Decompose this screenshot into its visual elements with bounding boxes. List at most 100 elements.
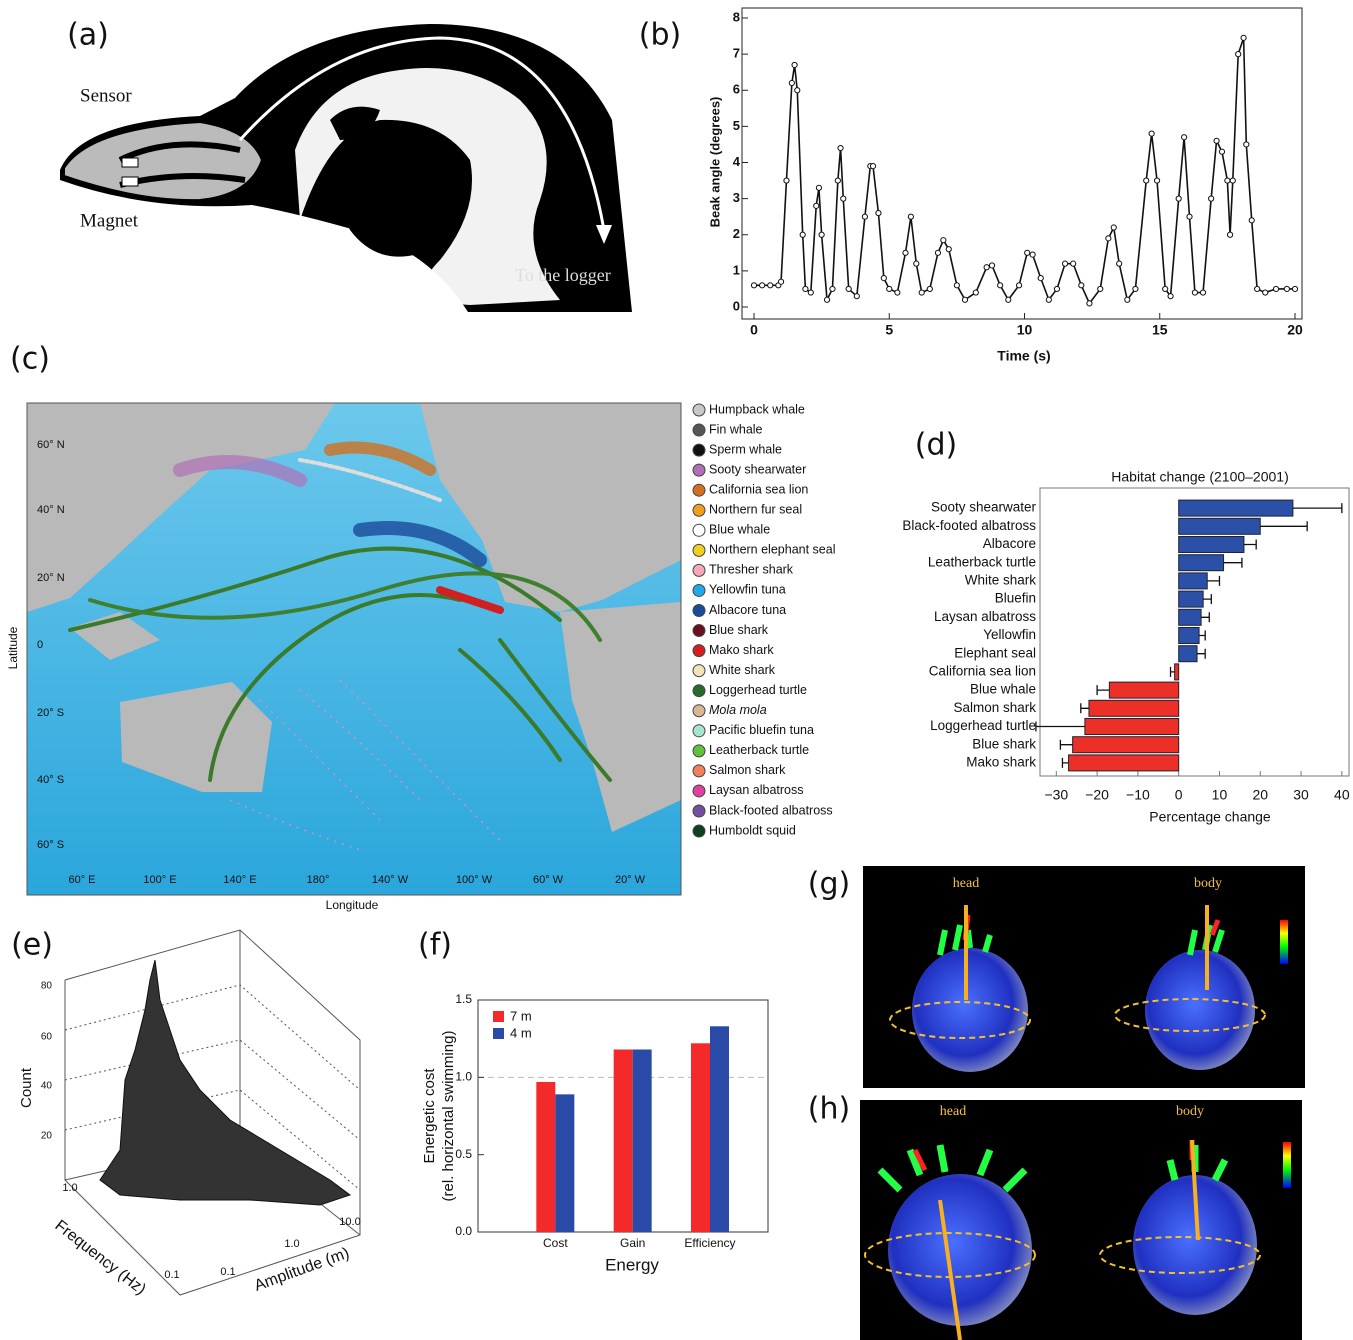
category-label: Mako shark — [966, 754, 1036, 769]
legend-swatch — [692, 583, 706, 597]
bar — [1178, 608, 1202, 626]
bar — [1174, 663, 1180, 681]
histogram-3d — [64, 929, 361, 1296]
legend-swatch — [692, 664, 706, 678]
data-point — [1226, 231, 1234, 238]
data-point — [1061, 260, 1069, 267]
lon-label: 140° E — [223, 874, 256, 886]
data-point — [1015, 282, 1023, 289]
data-point — [1078, 282, 1085, 289]
chart-title: Habitat change (2100–2001) — [1111, 469, 1288, 485]
tick-label: 0.1 — [164, 1269, 179, 1281]
legend-swatch — [692, 563, 706, 577]
legend-swatch — [692, 604, 706, 617]
y-tick-label: 2 — [733, 226, 740, 241]
category-label: California sea lion — [929, 663, 1036, 678]
tick-label: 20 — [41, 1131, 53, 1142]
legend-swatch — [692, 403, 706, 417]
bar — [1088, 699, 1180, 717]
legend-swatch — [692, 483, 706, 497]
y-tick-label: 4 — [733, 154, 741, 169]
error-bar — [1035, 721, 1085, 732]
data-point — [875, 209, 882, 217]
data-point — [1045, 296, 1052, 303]
data-point — [886, 285, 893, 293]
legend-label: Blue shark — [709, 623, 769, 637]
tick-label: 10.0 — [339, 1216, 360, 1228]
x-tick-label: 40 — [1334, 787, 1350, 803]
data-line — [754, 37, 1295, 305]
x-tick-label: 20 — [1252, 787, 1268, 803]
x-tick-label: Cost — [543, 1236, 568, 1250]
bar — [555, 1094, 575, 1232]
tick-label: 40 — [41, 1081, 53, 1092]
legend-label: Leatherback turtle — [709, 743, 809, 757]
x-tick-label: −10 — [1126, 787, 1150, 803]
data-point — [807, 289, 814, 296]
legend-label: Northern elephant seal — [709, 543, 835, 557]
render-label: body — [1176, 1104, 1204, 1119]
legend-swatch — [493, 1011, 504, 1022]
data-point — [1037, 275, 1044, 282]
x-tick-label: −30 — [1044, 787, 1068, 803]
x-tick-label: Efficiency — [684, 1236, 735, 1250]
legend-label: Humboldt squid — [709, 823, 796, 837]
data-point — [1186, 213, 1193, 220]
panel-label: (h) — [808, 1092, 850, 1127]
data-point — [1191, 289, 1199, 296]
error-bar — [1201, 612, 1210, 623]
y-tick-label: 5 — [733, 118, 740, 133]
y-tick-label: 8 — [733, 9, 740, 24]
data-point — [823, 296, 831, 303]
data-point — [829, 285, 836, 293]
x-tick-label: 30 — [1293, 787, 1309, 803]
data-point — [1105, 235, 1112, 242]
data-point — [1162, 285, 1169, 293]
diagram-label: Magnet — [80, 210, 139, 231]
lon-label: 20° W — [615, 874, 646, 886]
tick-label: 1.0 — [62, 1182, 77, 1194]
legend-swatch — [692, 523, 706, 537]
lat-label: 20° S — [37, 707, 64, 719]
bar — [1178, 517, 1261, 535]
legend-label: Laysan albatross — [709, 783, 804, 797]
data-point — [845, 285, 852, 293]
data-point — [961, 296, 969, 303]
bar — [1084, 717, 1180, 736]
y-tick-label: 6 — [733, 82, 740, 97]
bar — [1178, 535, 1245, 554]
category-label: White shark — [965, 572, 1037, 587]
data-point — [1029, 251, 1036, 258]
lat-label: 40° S — [37, 774, 64, 786]
legend-label: Humpback whale — [709, 402, 805, 416]
legend-swatch — [692, 824, 706, 838]
category-label: Albacore — [983, 536, 1036, 551]
data-point — [815, 184, 823, 191]
data-point — [1248, 217, 1255, 224]
legend-label: California sea lion — [709, 482, 808, 496]
data-point — [818, 231, 825, 238]
bar — [1072, 736, 1180, 754]
data-point — [926, 285, 933, 293]
plot-frame — [1039, 487, 1350, 777]
data-point — [1148, 130, 1155, 137]
legend-swatch — [692, 724, 706, 738]
error-bar — [1292, 503, 1343, 514]
error-bar — [1059, 739, 1073, 750]
data-point — [1053, 285, 1061, 293]
data-point — [1097, 285, 1104, 293]
bar — [1178, 554, 1225, 572]
data-point — [813, 202, 820, 209]
panel-label: (g) — [808, 867, 850, 902]
data-point — [988, 262, 996, 269]
legend-swatch — [692, 624, 706, 638]
y-tick-label: 1 — [733, 262, 740, 277]
x-tick-label: Gain — [620, 1236, 645, 1250]
data-point — [1180, 134, 1188, 141]
data-point — [1024, 249, 1031, 256]
legend-label: Fin whale — [709, 422, 763, 436]
tick-label: 80 — [41, 981, 53, 992]
legend-label: Black-footed albatross — [709, 803, 833, 817]
category-label: Black-footed albatross — [902, 518, 1036, 533]
data-point — [1143, 177, 1150, 184]
